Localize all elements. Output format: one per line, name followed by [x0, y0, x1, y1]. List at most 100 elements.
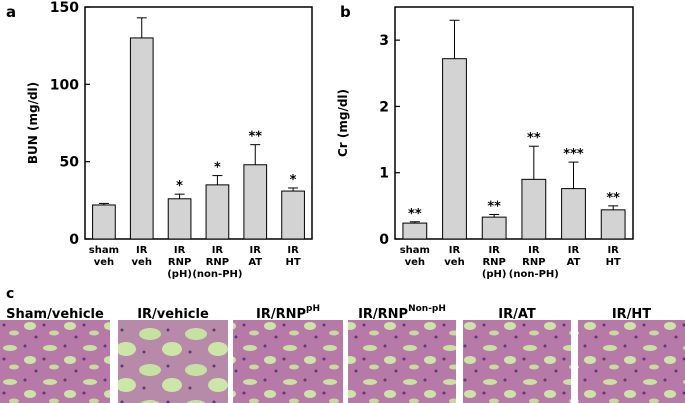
image-title-main: IR/vehicle — [137, 307, 209, 322]
error-bar — [528, 145, 539, 180]
error-bar — [608, 205, 619, 210]
x-tick-label: AT — [248, 257, 262, 268]
x-tick-label: sham — [89, 245, 119, 256]
x-tick-label: veh — [94, 257, 114, 268]
image-title: IR/RNPNon-pH — [358, 304, 446, 322]
bar — [561, 188, 586, 240]
x-tick-label: RNP — [168, 257, 191, 268]
y-tick-label: 150 — [50, 0, 79, 16]
x-tick-label: IR — [568, 245, 580, 256]
histology-image — [233, 320, 343, 403]
x-tick-label: sham — [400, 245, 430, 256]
panel-label: c — [6, 286, 14, 302]
x-tick-label: IR — [528, 245, 540, 256]
image-title-main: IR/AT — [498, 307, 536, 322]
histology-image — [348, 320, 456, 403]
x-tick-label: IR — [607, 245, 619, 256]
image-title: Sham/vehicle — [6, 307, 104, 322]
x-tick-label: IR — [488, 245, 500, 256]
x-tick-label: IR — [174, 245, 186, 256]
error-bar — [489, 213, 500, 218]
significance-label: * — [290, 173, 297, 188]
significance-label: ** — [248, 130, 262, 145]
image-title-main: IR/HT — [612, 307, 651, 322]
x-tick-label: RNP — [206, 257, 229, 268]
x-tick-label: veh — [405, 257, 425, 268]
bar — [92, 204, 116, 240]
x-tick-label: IR — [250, 245, 262, 256]
error-bar — [568, 161, 579, 189]
error-bar — [250, 144, 261, 165]
image-title: IR/HT — [612, 307, 651, 322]
significance-label: ** — [606, 191, 620, 206]
x-tick-label: veh — [132, 257, 152, 268]
significance-label: ** — [487, 199, 501, 214]
bar — [243, 164, 268, 240]
panel-label: a — [6, 3, 16, 21]
image-title-main: Sham/vehicle — [6, 307, 104, 322]
image-title-main: IR/RNP — [256, 307, 306, 322]
histology-panel: c Sham/vehicle IR/vehicle IR/RNPpH IR/RNPNo… — [0, 286, 685, 403]
bar — [167, 198, 192, 240]
y-tick-label: 0 — [379, 232, 389, 248]
histology-image — [463, 320, 571, 403]
histology-image — [0, 320, 110, 403]
bar — [205, 184, 230, 240]
bar — [402, 222, 428, 240]
bar — [600, 209, 626, 240]
error-bar — [409, 221, 420, 224]
error-bar — [449, 19, 460, 59]
histology-image — [578, 320, 685, 403]
significance-label: *** — [563, 147, 584, 162]
image-title-sup: pH — [306, 304, 320, 314]
significance-label: ** — [408, 207, 422, 222]
bar — [442, 58, 467, 240]
image-title: IR/RNPpH — [256, 304, 320, 322]
x-tick-label: (non-PH) — [192, 269, 242, 280]
plot-frame — [394, 6, 634, 240]
y-tick-label: 2 — [379, 99, 389, 115]
image-title: IR/AT — [498, 307, 536, 322]
image-title-sup: Non-pH — [408, 304, 446, 314]
y-tick-label: 50 — [60, 155, 80, 171]
error-bar — [288, 187, 299, 192]
x-tick-label: (pH) — [167, 269, 192, 280]
y-axis-title: BUN (mg/dl) — [26, 82, 40, 164]
x-tick-label: IR — [449, 245, 461, 256]
error-bar — [174, 193, 185, 199]
error-bar — [136, 17, 147, 38]
bar — [129, 37, 154, 240]
y-tick-label: 0 — [69, 232, 79, 248]
image-title-main: IR/RNP — [358, 307, 408, 322]
error-bar — [212, 175, 223, 185]
significance-label: * — [176, 179, 183, 194]
y-tick-label: 3 — [379, 33, 389, 49]
histology-image — [118, 320, 228, 403]
image-title: IR/vehicle — [137, 307, 209, 322]
error-bar — [98, 202, 109, 205]
significance-label: ** — [527, 131, 541, 146]
x-tick-label: AT — [567, 257, 581, 268]
panel-label: b — [340, 3, 351, 21]
x-tick-label: RNP — [482, 257, 505, 268]
x-tick-label: IR — [287, 245, 299, 256]
x-tick-label: veh — [444, 257, 464, 268]
plot-frame — [84, 6, 313, 240]
y-tick-label: 1 — [379, 166, 389, 182]
x-tick-label: HT — [285, 257, 300, 268]
bar — [281, 190, 305, 240]
y-tick-label: 100 — [50, 77, 79, 93]
x-tick-label: IR — [136, 245, 148, 256]
x-tick-label: RNP — [522, 257, 545, 268]
significance-label: * — [214, 161, 221, 176]
x-tick-label: (non-PH) — [509, 269, 559, 280]
bar — [481, 216, 507, 240]
y-axis-title: Cr (mg/dl) — [336, 89, 350, 157]
bar — [521, 178, 547, 240]
x-tick-label: IR — [212, 245, 224, 256]
x-tick-label: (pH) — [482, 269, 507, 280]
